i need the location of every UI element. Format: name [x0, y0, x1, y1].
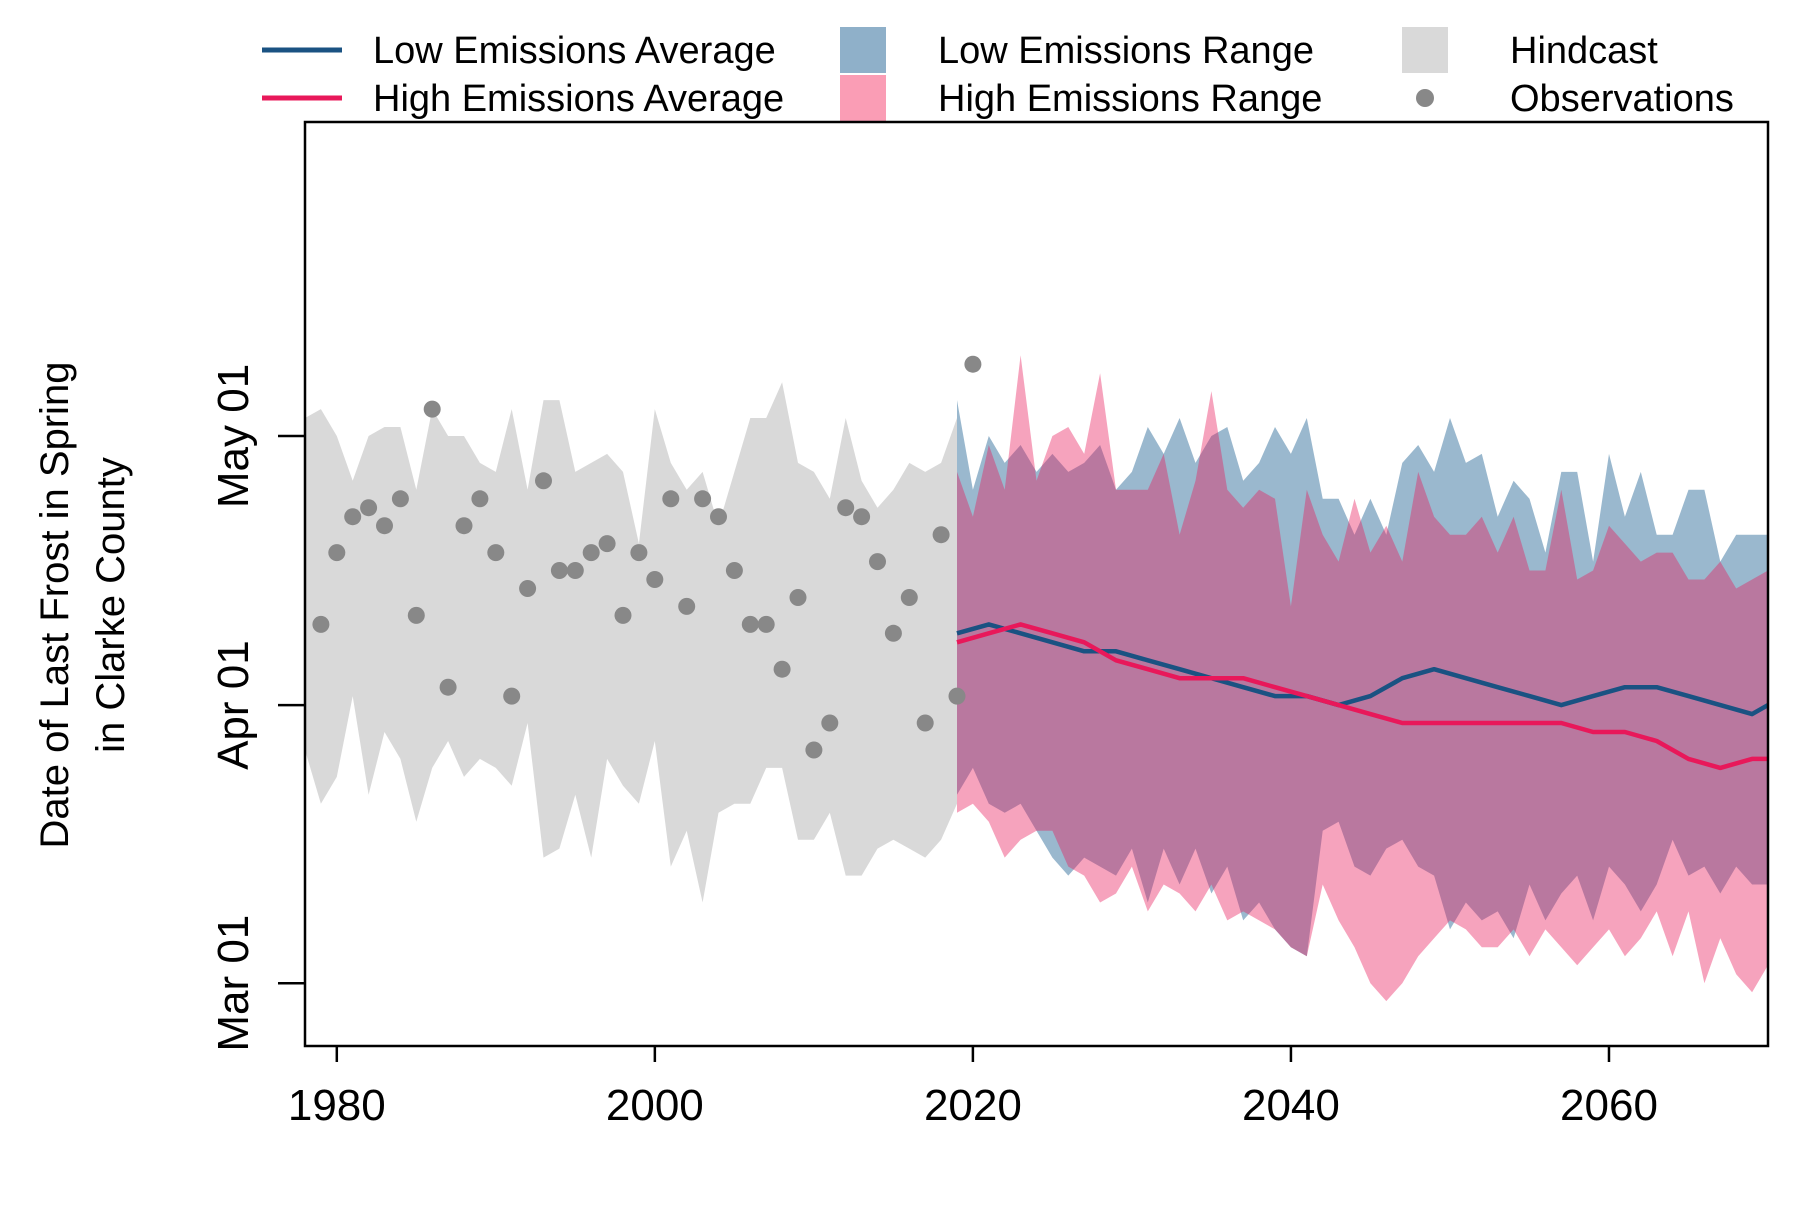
- observation-point: [344, 508, 362, 526]
- plot-frame: [303, 120, 1770, 1048]
- observation-point: [869, 553, 886, 571]
- axes: 1980 2000 2020 2040 2060 Mar 01 Apr 01 May 01: [209, 120, 1770, 1130]
- observation-point: [662, 490, 680, 508]
- observation-point: [821, 714, 839, 732]
- legend-area-swatch: [840, 27, 886, 73]
- y-tick-label: Mar 01: [209, 915, 258, 1052]
- x-tick-label: 2060: [1560, 1081, 1658, 1130]
- observation-point: [964, 355, 982, 373]
- observation-point: [423, 400, 441, 418]
- legend-label: Low Emissions Average: [373, 30, 776, 72]
- observation-point: [391, 490, 409, 508]
- legend-label: High Emissions Range: [938, 78, 1322, 120]
- hindcast-band: [305, 382, 957, 903]
- low-emissions-range-band: [957, 400, 1768, 957]
- x-tick-label: 1980: [288, 1081, 386, 1130]
- observation-point: [710, 508, 727, 526]
- legend-label: Observations: [1510, 78, 1734, 120]
- legend-label: Hindcast: [1510, 30, 1658, 72]
- y-tick-label: Apr 01: [209, 640, 258, 770]
- observation-point: [853, 508, 871, 526]
- observation-point: [805, 741, 823, 759]
- observation-point: [932, 526, 950, 544]
- legend: Low Emissions Average High Emissions Aver…: [262, 27, 1734, 121]
- observation-point: [566, 562, 584, 579]
- observation-point: [407, 606, 425, 624]
- observation-point: [789, 589, 807, 606]
- x-tick-label: 2040: [1242, 1081, 1340, 1130]
- observation-point: [582, 544, 600, 562]
- observation-point: [837, 499, 855, 517]
- legend-area-swatch: [840, 75, 886, 121]
- legend-label: High Emissions Average: [373, 78, 784, 120]
- observation-point: [916, 714, 934, 732]
- y-axis-title: Date of Last Frost in Spring in Clarke Co…: [33, 362, 133, 849]
- high-emissions-range-band: [957, 355, 1768, 1002]
- observation-point: [900, 589, 918, 606]
- observation-point: [535, 472, 552, 490]
- observation-point: [455, 517, 473, 535]
- y-axis-title-line: in Clarke County: [89, 457, 133, 753]
- observation-point: [884, 624, 902, 642]
- observation-point: [614, 606, 632, 624]
- plot-inner: [305, 355, 1768, 1002]
- observation-point: [360, 499, 378, 517]
- observation-point: [757, 615, 775, 633]
- legend-label: Low Emissions Range: [938, 30, 1314, 72]
- observation-point: [773, 660, 791, 678]
- x-tick-label: 2020: [924, 1081, 1022, 1130]
- legend-area-swatch: [1402, 27, 1448, 73]
- observation-point: [328, 544, 346, 562]
- low-emissions-average-line: [956, 622, 1768, 717]
- high-emissions-average-line: [956, 622, 1768, 771]
- legend-point-swatch: [1416, 89, 1434, 107]
- observation-point: [948, 687, 966, 705]
- observation-point: [646, 571, 664, 588]
- observation-point: [503, 687, 521, 705]
- x-tick-label: 2000: [606, 1081, 704, 1130]
- observation-point: [630, 544, 648, 562]
- observation-point: [678, 597, 696, 615]
- observation-point: [376, 517, 393, 535]
- observation-point: [741, 615, 759, 633]
- observation-point: [725, 562, 743, 579]
- observation-point: [439, 678, 457, 696]
- observation-point: [550, 562, 568, 579]
- plot-area: [305, 355, 1768, 1002]
- observation-point: [519, 580, 537, 597]
- observation-point: [487, 544, 505, 562]
- observation-point: [598, 535, 616, 553]
- observation-point: [312, 615, 330, 633]
- y-axis-title-line: Date of Last Frost in Spring: [33, 362, 77, 849]
- observation-point: [471, 490, 489, 508]
- y-tick-label: May 01: [209, 364, 258, 508]
- observation-point: [694, 490, 712, 508]
